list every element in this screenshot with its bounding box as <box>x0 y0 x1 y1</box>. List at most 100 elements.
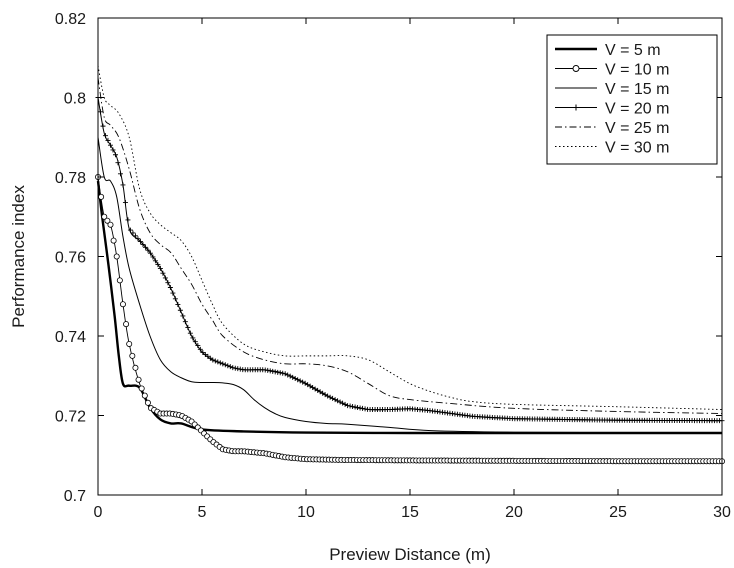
series-point <box>142 244 148 250</box>
series-point <box>220 361 226 367</box>
series-point <box>337 399 343 405</box>
series-point <box>362 406 368 412</box>
series-point <box>147 250 153 256</box>
y-tick-label: 0.82 <box>55 11 86 28</box>
series-point <box>327 394 333 400</box>
series-point <box>215 359 221 365</box>
series-point <box>275 369 281 375</box>
series-point <box>267 368 273 374</box>
series-point <box>125 217 131 223</box>
series-line <box>97 77 723 414</box>
series-point <box>350 404 356 410</box>
legend-label: V = 5 m <box>605 42 661 59</box>
series-point <box>144 399 151 406</box>
series-point <box>345 403 351 409</box>
series-2 <box>95 173 726 465</box>
series-point <box>325 393 331 399</box>
series-point <box>165 280 171 286</box>
y-tick-label: 0.74 <box>55 329 86 346</box>
series-point <box>352 404 358 410</box>
series-point <box>105 137 111 143</box>
series-point <box>104 217 111 224</box>
series-point <box>141 392 148 399</box>
series-point <box>126 340 133 347</box>
series-point <box>227 364 233 370</box>
series-point <box>98 193 105 200</box>
series-point <box>175 302 181 308</box>
series-point <box>297 378 303 384</box>
series-point <box>300 379 306 385</box>
series-point <box>195 343 201 349</box>
series-1 <box>96 180 722 435</box>
x-tick-label: 25 <box>609 504 627 521</box>
series-point <box>230 365 236 371</box>
series-point <box>232 365 238 371</box>
series-point <box>212 358 218 364</box>
x-tick-label: 5 <box>198 504 207 521</box>
legend-item: V = 20 m <box>555 101 669 118</box>
series-point <box>177 307 183 313</box>
series-point <box>180 313 186 319</box>
series-point <box>167 285 173 291</box>
series-point <box>138 385 145 392</box>
series-point <box>182 319 188 325</box>
series-point <box>160 270 166 276</box>
series-point <box>222 362 228 368</box>
series-point <box>162 275 168 281</box>
series-point <box>342 401 348 407</box>
series-point <box>97 109 103 115</box>
series-point <box>287 373 293 379</box>
series-point <box>137 239 143 245</box>
series-point <box>295 377 301 383</box>
series-point <box>355 404 361 410</box>
legend-item: V = 30 m <box>555 140 669 157</box>
y-axis-label: Performance index <box>9 185 28 328</box>
series-point <box>145 247 151 253</box>
series-point <box>290 374 296 380</box>
series-point <box>155 262 161 268</box>
series-point <box>225 363 231 369</box>
legend-label: V = 25 m <box>605 120 669 137</box>
series-point <box>113 253 120 260</box>
series-point <box>120 182 126 188</box>
x-tick-label: 0 <box>94 504 103 521</box>
series-point <box>210 357 216 363</box>
series-point <box>150 254 156 260</box>
series-6 <box>97 65 723 410</box>
series-point <box>140 241 146 247</box>
x-tick-label: 20 <box>505 504 523 521</box>
legend-item: V = 10 m <box>555 62 669 79</box>
series-point <box>190 335 196 341</box>
series-point <box>197 346 203 352</box>
series-point <box>130 230 136 236</box>
series-point <box>265 367 271 373</box>
legend-item: V = 15 m <box>555 81 669 98</box>
series-point <box>357 405 363 411</box>
series-point <box>340 400 346 406</box>
y-tick-label: 0.8 <box>64 91 86 108</box>
series-point <box>129 352 136 359</box>
series-point <box>277 370 283 376</box>
series-point <box>172 296 178 302</box>
series-point <box>170 290 176 296</box>
legend-item: V = 25 m <box>555 120 669 137</box>
series-point <box>117 171 123 177</box>
axis-ticks <box>97 17 723 496</box>
series-point <box>107 142 113 148</box>
series-point <box>115 160 121 166</box>
series-point <box>270 368 276 374</box>
series-point <box>119 301 126 308</box>
plot-lines <box>95 65 726 465</box>
series-point <box>135 376 142 383</box>
series-point <box>157 265 163 271</box>
y-tick-label: 0.76 <box>55 250 86 267</box>
series-point <box>192 339 198 345</box>
legend-label: V = 30 m <box>605 140 669 157</box>
x-tick-label: 15 <box>401 504 419 521</box>
series-5 <box>97 77 723 414</box>
series-point <box>132 364 139 371</box>
series-point <box>116 277 123 284</box>
series-point <box>132 233 138 239</box>
legend-item: V = 5 m <box>555 42 661 59</box>
